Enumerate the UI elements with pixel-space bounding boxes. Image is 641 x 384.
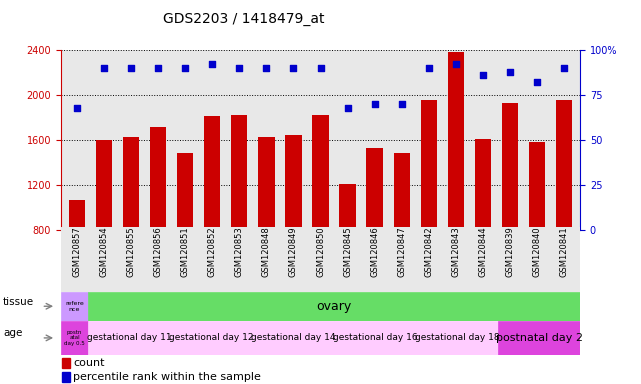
Text: GSM120850: GSM120850 (316, 227, 325, 277)
Point (99, 65, 109, 71)
Bar (258, 137, 274, 230)
Point (180, 65, 190, 71)
Point (315, 65, 326, 71)
Bar (334, 321, 416, 355)
Bar (312, 115, 329, 230)
Bar (447, 52, 464, 230)
Point (532, 79, 542, 86)
Text: GSM120857: GSM120857 (72, 227, 81, 277)
Bar (204, 116, 221, 230)
Bar (62, 358, 71, 368)
Text: gestational day 16: gestational day 16 (333, 333, 417, 343)
Text: gestational day 18: gestational day 18 (415, 333, 499, 343)
Point (234, 65, 244, 71)
Point (207, 61, 217, 68)
Point (559, 65, 569, 71)
Bar (529, 142, 545, 230)
Text: postnatal day 2: postnatal day 2 (495, 333, 583, 343)
Bar (61, 292, 88, 321)
Text: gestational day 12: gestational day 12 (169, 333, 253, 343)
Text: gestational day 14: gestational day 14 (251, 333, 335, 343)
Bar (123, 137, 139, 230)
Text: GSM120852: GSM120852 (208, 227, 217, 277)
Bar (340, 184, 356, 230)
Bar (62, 372, 71, 382)
Point (153, 65, 163, 71)
Text: GDS2203 / 1418479_at: GDS2203 / 1418479_at (163, 12, 324, 25)
Bar (231, 115, 247, 230)
Bar (498, 321, 580, 355)
Point (451, 61, 461, 68)
Text: GSM120856: GSM120856 (154, 227, 163, 277)
Text: refere
nce: refere nce (65, 301, 84, 312)
Text: tissue: tissue (3, 297, 34, 307)
Bar (69, 200, 85, 230)
Point (72, 104, 82, 111)
Text: GSM120844: GSM120844 (478, 227, 487, 277)
Bar (367, 148, 383, 230)
Text: GSM120845: GSM120845 (343, 227, 352, 277)
Point (424, 65, 434, 71)
Text: GSM120843: GSM120843 (451, 227, 460, 277)
Bar (61, 227, 580, 292)
Point (126, 65, 137, 71)
Text: GSM120842: GSM120842 (424, 227, 433, 277)
Bar (474, 139, 491, 230)
Bar (285, 134, 301, 230)
Text: GSM120855: GSM120855 (127, 227, 136, 277)
Point (262, 65, 272, 71)
Bar (96, 140, 112, 230)
Point (369, 101, 379, 107)
Text: GSM120849: GSM120849 (289, 227, 298, 277)
Point (478, 72, 488, 78)
Text: GSM120854: GSM120854 (99, 227, 109, 277)
Bar (61, 321, 88, 355)
Point (342, 104, 353, 111)
Bar (88, 321, 171, 355)
Bar (502, 103, 518, 230)
Text: GSM120851: GSM120851 (181, 227, 190, 277)
Bar (416, 321, 498, 355)
Bar (420, 99, 437, 230)
Text: percentile rank within the sample: percentile rank within the sample (73, 372, 262, 382)
Bar (252, 321, 334, 355)
Bar (150, 127, 167, 230)
Text: ovary: ovary (317, 300, 352, 313)
Bar (177, 152, 194, 230)
Text: GSM120853: GSM120853 (235, 227, 244, 277)
Text: gestational day 11: gestational day 11 (87, 333, 172, 343)
Bar (171, 321, 252, 355)
Bar (394, 152, 410, 230)
Text: postn
atal
day 0.5: postn atal day 0.5 (64, 329, 85, 346)
Point (288, 65, 299, 71)
Text: GSM120841: GSM120841 (560, 227, 569, 277)
Text: GSM120840: GSM120840 (532, 227, 542, 277)
Point (397, 101, 407, 107)
Text: GSM120839: GSM120839 (505, 227, 514, 277)
Text: count: count (73, 358, 105, 368)
Text: GSM120847: GSM120847 (397, 227, 406, 277)
Text: age: age (3, 328, 22, 338)
Text: GSM120848: GSM120848 (262, 227, 271, 277)
Bar (556, 99, 572, 230)
Text: GSM120846: GSM120846 (370, 227, 379, 277)
Point (504, 68, 515, 74)
